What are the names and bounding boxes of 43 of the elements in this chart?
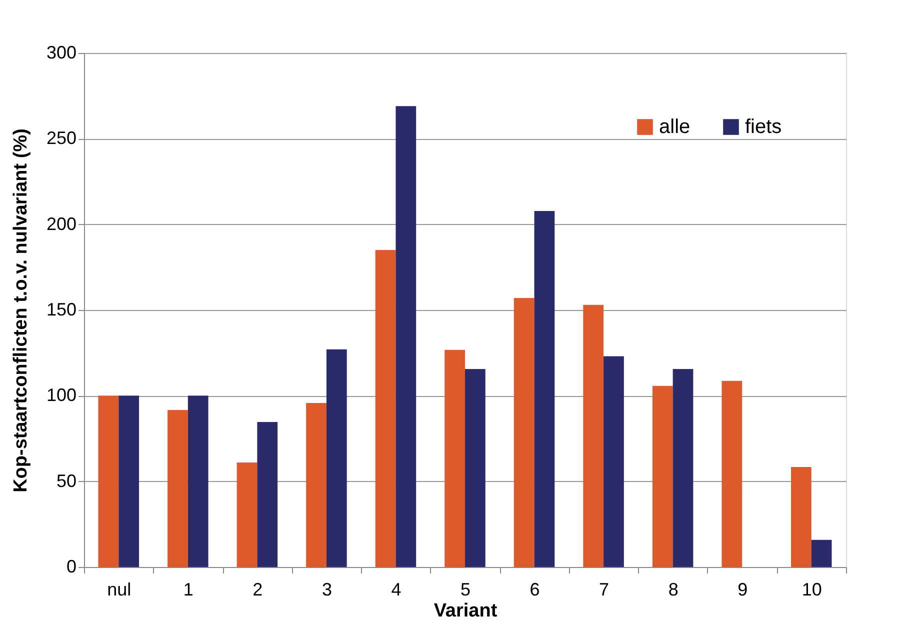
bar [326,349,347,567]
bar [790,466,812,567]
bar [722,380,742,567]
bar [652,386,673,567]
y-tick-label: 300 [46,42,76,62]
bar [257,422,278,567]
bar [444,350,465,567]
bar [168,410,188,567]
y-tick-label: 200 [46,214,76,234]
x-tick-label: 9 [738,580,748,600]
bar [236,462,258,567]
x-tick-label: 1 [183,580,194,600]
y-tick-label: 250 [46,128,76,148]
bar [118,396,140,567]
bar [375,250,396,567]
x-tick-label: 4 [391,580,402,600]
y-tick-label: 0 [66,556,76,576]
bar [811,540,832,567]
bar [465,368,486,567]
x-tick-label: 8 [668,580,678,600]
legend-label: fiets [745,116,782,138]
bar [306,403,326,567]
bar [98,396,119,567]
x-tick-label: 6 [530,580,540,600]
x-tick-label: 3 [322,580,332,600]
x-tick-label: 5 [460,580,471,600]
y-tick-label: 150 [46,300,76,320]
bar [604,356,624,567]
x-tick-label: 10 [802,580,822,600]
y-tick-label: 50 [56,470,76,491]
x-tick-label: 2 [252,580,263,600]
bar [514,298,534,567]
bar [583,304,604,567]
y-axis-title: Kop-staartconflicten t.o.v. nulvariant (%) [10,128,32,492]
bar [396,106,416,567]
bar [188,396,208,567]
bar [534,210,555,567]
y-tick-label: 100 [46,385,76,406]
bar [672,368,694,567]
x-tick-label: 7 [599,580,610,600]
x-axis-title: Variant [434,600,498,622]
x-tick-label: nul [107,580,132,600]
legend-label: alle [659,116,690,138]
